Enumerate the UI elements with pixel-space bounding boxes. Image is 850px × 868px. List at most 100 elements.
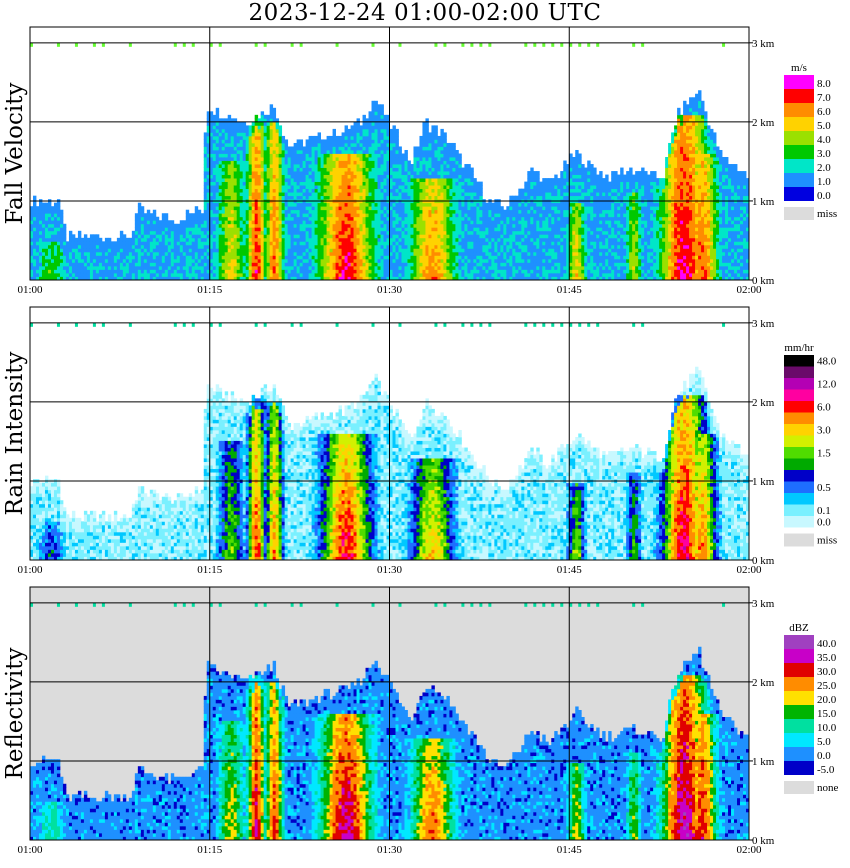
echo-cell [381, 210, 384, 214]
echo-cell [267, 266, 270, 270]
echo-cell [204, 175, 207, 179]
echo-cell [360, 206, 363, 210]
echo-cell [42, 210, 45, 214]
echo-cell [297, 213, 300, 217]
echo-cell [404, 266, 407, 270]
echo-cell [476, 227, 479, 231]
echo-cell [114, 262, 117, 266]
echo-cell [410, 234, 413, 238]
echo-cell [81, 266, 84, 270]
echo-cell [231, 154, 234, 158]
echo-cell [488, 234, 491, 238]
echo-cell [72, 252, 75, 256]
echo-cell [384, 252, 387, 256]
echo-cell [297, 238, 300, 242]
echo-cell [327, 217, 330, 221]
echo-cell [255, 192, 258, 196]
echo-cell [36, 210, 39, 214]
echo-cell [395, 185, 398, 189]
echo-cell [243, 150, 246, 154]
echo-cell [198, 266, 201, 270]
echo-cell [228, 231, 231, 235]
echo-cell [63, 245, 66, 249]
echo-cell [440, 248, 443, 252]
echo-cell [425, 122, 428, 126]
echo-cell [393, 154, 396, 158]
echo-cell [464, 206, 467, 210]
echo-cell [425, 266, 428, 270]
echo-cell [393, 241, 396, 245]
echo-cell [372, 115, 375, 119]
echo-cell [264, 182, 267, 186]
echo-cell [419, 192, 422, 196]
echo-cell [303, 262, 306, 266]
echo-cell [63, 252, 66, 256]
echo-cell [294, 241, 297, 245]
echo-cell [434, 220, 437, 224]
echo-cell [485, 224, 488, 228]
echo-cell [479, 196, 482, 200]
echo-cell [464, 273, 467, 277]
echo-cell [342, 206, 345, 210]
echo-cell [330, 196, 333, 200]
echo-cell [213, 168, 216, 172]
echo-cell [51, 217, 54, 221]
echo-cell [36, 206, 39, 210]
echo-cell [255, 206, 258, 210]
echo-cell [395, 259, 398, 263]
echo-cell [446, 182, 449, 186]
echo-cell [348, 185, 351, 189]
echo-cell [443, 132, 446, 136]
echo-cell [425, 269, 428, 273]
echo-cell [357, 132, 360, 136]
echo-cell [407, 245, 410, 249]
echo-cell [381, 231, 384, 235]
echo-cell [225, 220, 228, 224]
echo-cell [171, 248, 174, 252]
echo-cell [458, 269, 461, 273]
echo-cell [141, 269, 144, 273]
echo-cell [222, 129, 225, 133]
echo-cell [81, 238, 84, 242]
echo-cell [470, 192, 473, 196]
echo-cell [422, 210, 425, 214]
echo-cell [36, 266, 39, 270]
echo-cell [369, 164, 372, 168]
echo-cell [434, 182, 437, 186]
echo-cell [381, 206, 384, 210]
echo-cell [354, 252, 357, 256]
echo-cell [410, 227, 413, 231]
echo-cell [425, 227, 428, 231]
echo-cell [303, 192, 306, 196]
echo-cell [416, 150, 419, 154]
echo-cell [398, 146, 401, 150]
echo-cell [318, 161, 321, 165]
echo-cell [330, 252, 333, 256]
echo-cell [33, 213, 36, 217]
echo-cell [446, 171, 449, 175]
echo-cell [201, 259, 204, 263]
echo-cell [351, 241, 354, 245]
echo-cell [491, 252, 494, 256]
echo-cell [165, 255, 168, 259]
echo-cell [177, 248, 180, 252]
echo-cell [105, 266, 108, 270]
echo-cell [372, 241, 375, 245]
echo-cell [464, 210, 467, 214]
echo-cell [473, 255, 476, 259]
echo-cell [54, 203, 57, 207]
echo-cell [455, 259, 458, 263]
echo-cell [102, 273, 105, 277]
echo-cell [180, 238, 183, 242]
echo-cell [291, 213, 294, 217]
echo-cell [261, 213, 264, 217]
echo-cell [345, 224, 348, 228]
echo-cell [240, 248, 243, 252]
echo-cell [177, 231, 180, 235]
echo-cell [390, 132, 393, 136]
echo-cell [48, 245, 51, 249]
echo-cell [141, 241, 144, 245]
echo-cell [300, 241, 303, 245]
echo-cell [192, 241, 195, 245]
echo-cell [315, 269, 318, 273]
